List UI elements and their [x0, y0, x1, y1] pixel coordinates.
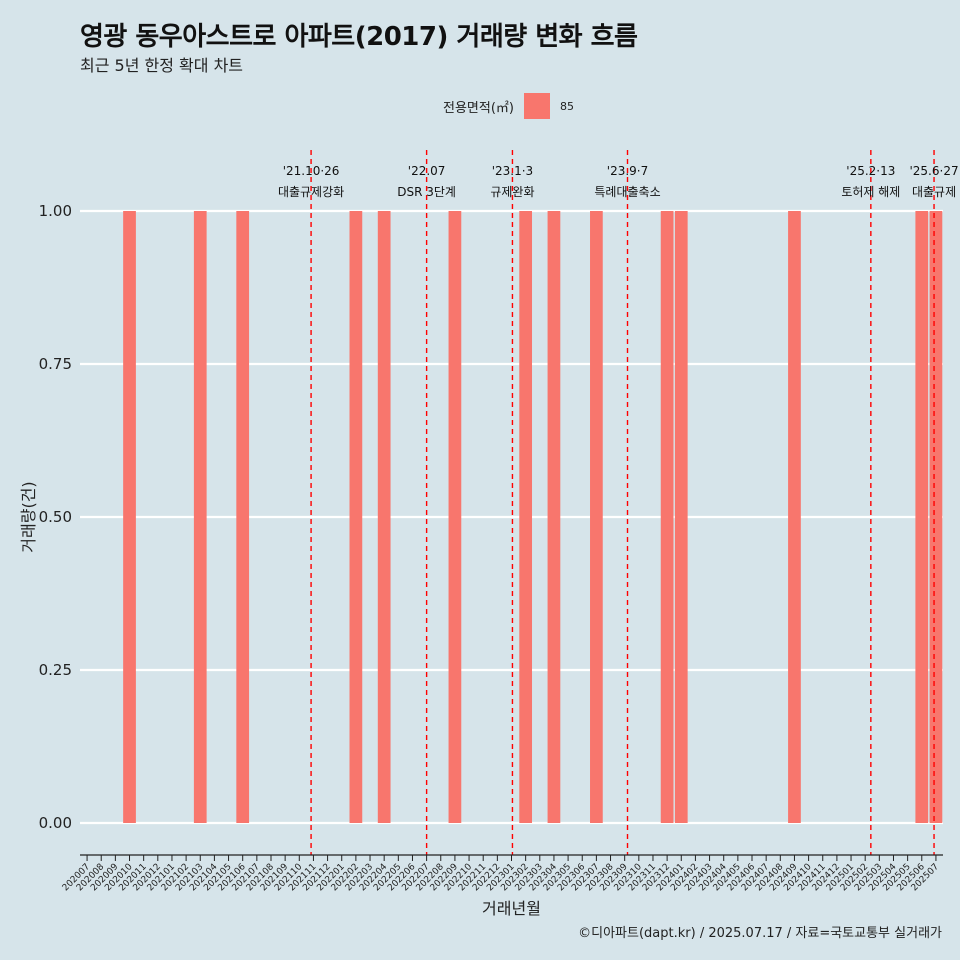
bar: [674, 211, 688, 823]
y-tick-label: 0.50: [39, 508, 72, 526]
bar: [193, 211, 207, 823]
bar: [349, 211, 363, 823]
event-name-label: 대출규제강화: [278, 185, 344, 199]
y-tick-label: 0.00: [39, 814, 72, 832]
chart-subtitle: 최근 5년 한정 확대 차트: [80, 56, 244, 75]
event-name-label: 특례대출축소: [594, 185, 660, 199]
event-date-label: '23.1·3: [492, 164, 533, 178]
legend-title: 전용면적(㎡): [443, 100, 514, 116]
event-name-label: 대출규제: [912, 185, 956, 199]
y-tick-label: 1.00: [39, 202, 72, 220]
y-tick-label: 0.75: [39, 355, 72, 373]
bar: [377, 211, 391, 823]
event-date-label: '25.6·27: [909, 164, 958, 178]
bar: [123, 211, 136, 823]
bar: [236, 211, 250, 823]
y-axis-title: 거래량(건): [19, 481, 38, 552]
bar: [929, 211, 943, 823]
bar: [915, 211, 929, 823]
source-caption: ©디아파트(dapt.kr) / 2025.07.17 / 자료=국토교통부 실…: [578, 926, 942, 941]
legend-swatch: [523, 93, 550, 119]
event-date-label: '21.10·26: [283, 164, 340, 178]
event-date-label: '25.2·13: [846, 164, 895, 178]
legend-item-label: 85: [559, 99, 574, 113]
bar: [448, 211, 462, 823]
bar: [590, 211, 603, 823]
event-date-label: '23.9·7: [607, 164, 648, 178]
event-name-label: DSR 3단계: [397, 185, 456, 199]
y-tick-label: 0.25: [39, 661, 72, 679]
x-axis-title: 거래년월: [482, 899, 541, 918]
event-name-label: 규제완화: [490, 185, 534, 199]
bar: [547, 211, 561, 823]
event-name-label: 토허제 해제: [841, 185, 900, 199]
bar: [788, 211, 801, 823]
event-date-label: '22.07: [408, 164, 446, 178]
chart-title: 영광 동우아스트로 아파트(2017) 거래량 변화 흐름: [80, 22, 638, 52]
legend: 전용면적(㎡) 85: [443, 93, 574, 119]
bar: [519, 211, 533, 823]
bar: [660, 211, 674, 823]
